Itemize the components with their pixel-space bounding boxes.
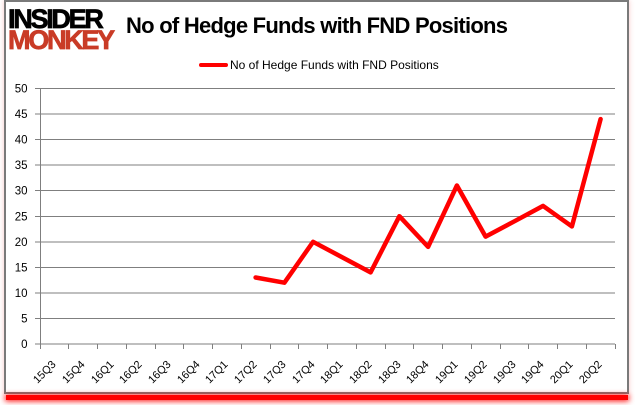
svg-text:17Q3: 17Q3 — [261, 359, 289, 387]
svg-text:19Q3: 19Q3 — [491, 359, 519, 387]
svg-text:18Q1: 18Q1 — [318, 359, 346, 387]
svg-text:17Q4: 17Q4 — [290, 359, 318, 387]
svg-text:45: 45 — [15, 109, 28, 121]
svg-text:16Q2: 16Q2 — [117, 359, 145, 387]
svg-text:20Q1: 20Q1 — [548, 359, 576, 387]
svg-text:30: 30 — [15, 186, 28, 198]
svg-text:16Q1: 16Q1 — [89, 359, 117, 387]
svg-text:19Q4: 19Q4 — [519, 359, 547, 387]
svg-text:16Q3: 16Q3 — [146, 359, 174, 387]
svg-text:0: 0 — [21, 339, 27, 351]
svg-text:50: 50 — [15, 84, 28, 96]
svg-text:15: 15 — [15, 263, 28, 275]
svg-text:20: 20 — [15, 237, 28, 249]
svg-text:15Q4: 15Q4 — [60, 359, 88, 387]
svg-text:18Q4: 18Q4 — [404, 359, 432, 387]
svg-text:17Q2: 17Q2 — [232, 359, 260, 387]
svg-text:20Q2: 20Q2 — [577, 359, 605, 387]
svg-text:40: 40 — [15, 135, 28, 147]
svg-text:18Q2: 18Q2 — [347, 359, 375, 387]
svg-text:15Q3: 15Q3 — [31, 359, 59, 387]
svg-text:17Q1: 17Q1 — [203, 359, 231, 387]
svg-text:19Q2: 19Q2 — [462, 359, 490, 387]
svg-text:10: 10 — [15, 288, 28, 300]
svg-text:25: 25 — [15, 212, 28, 224]
svg-text:5: 5 — [21, 314, 27, 326]
svg-text:16Q4: 16Q4 — [175, 359, 203, 387]
svg-text:35: 35 — [15, 160, 28, 172]
svg-text:18Q3: 18Q3 — [376, 359, 404, 387]
svg-text:19Q1: 19Q1 — [433, 359, 461, 387]
